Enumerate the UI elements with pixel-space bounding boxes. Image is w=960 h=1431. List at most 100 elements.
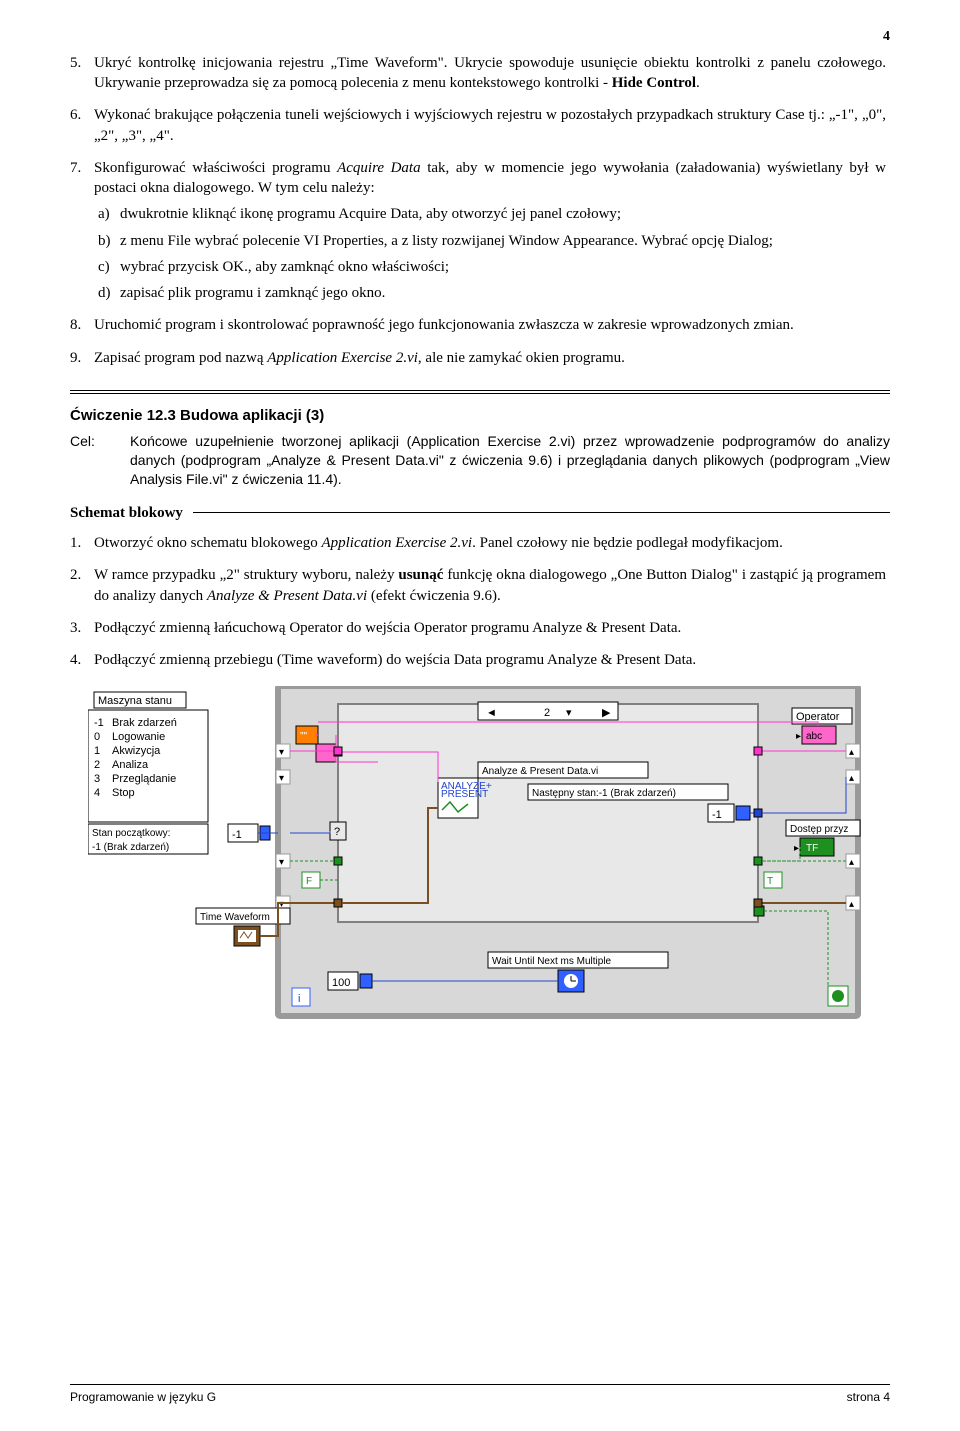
svg-text:3: 3 [94, 773, 100, 785]
list-item: 6.Wykonać brakujące połączenia tuneli we… [70, 105, 890, 146]
svg-text:i: i [298, 993, 300, 1005]
item-text: Skonfigurować właściwości programu Acqui… [94, 158, 886, 199]
item-number: b) [98, 231, 120, 251]
svg-text:4: 4 [94, 787, 100, 799]
item-number: a) [98, 204, 120, 224]
item-text: zapisać plik programu i zamknąć jego okn… [120, 283, 886, 303]
page-footer: Programowanie w języku G strona 4 [70, 1384, 890, 1405]
svg-text:▴: ▴ [849, 773, 854, 784]
svg-text:▶: ▶ [602, 707, 611, 719]
item-number: c) [98, 257, 120, 277]
list-item: 5.Ukryć kontrolkę inicjowania rejestru „… [70, 53, 890, 94]
svg-text:-1 (Brak zdarzeń): -1 (Brak zdarzeń) [92, 842, 169, 853]
svg-text:Następny stan:-1 (Brak zdarzeń: Następny stan:-1 (Brak zdarzeń) [532, 788, 676, 799]
list-item: 4.Podłączyć zmienną przebiegu (Time wave… [70, 650, 890, 670]
svg-text:▸: ▸ [796, 731, 801, 742]
svg-text:-1: -1 [94, 717, 104, 729]
svg-text:TF: TF [806, 843, 818, 854]
item-text: Podłączyć zmienną przebiegu (Time wavefo… [94, 650, 886, 670]
item-number: 1. [70, 533, 94, 553]
section-heading: Schemat blokowy [70, 503, 183, 523]
footer-right: strona 4 [847, 1389, 890, 1405]
item-text: z menu File wybrać polecenie VI Properti… [120, 231, 886, 251]
svg-text:Dostęp przyz: Dostęp przyz [790, 824, 848, 835]
item-number: 6. [70, 105, 94, 125]
item-text: dwukrotnie kliknąć ikonę programu Acquir… [120, 204, 886, 224]
svg-text:-1: -1 [712, 809, 722, 821]
item-number: 4. [70, 650, 94, 670]
svg-text:2: 2 [94, 759, 100, 771]
item-text: Podłączyć zmienną łańcuchową Operator do… [94, 618, 886, 638]
svg-text:-1: -1 [232, 829, 242, 841]
svg-text:F: F [306, 876, 312, 887]
list-item: 1.Otworzyć okno schematu blokowego Appli… [70, 533, 890, 553]
svg-text:▾: ▾ [279, 857, 284, 868]
svg-text:Przeglądanie: Przeglądanie [112, 773, 176, 785]
goal-row: Cel: Końcowe uzupełnienie tworzonej apli… [70, 432, 890, 489]
item-number: d) [98, 283, 120, 303]
instruction-list-1: 5.Ukryć kontrolkę inicjowania rejestru „… [70, 53, 890, 368]
svg-text:Analiza: Analiza [112, 759, 149, 771]
item-number: 5. [70, 53, 94, 73]
svg-text:2: 2 [544, 707, 550, 719]
list-item: 2.W ramce przypadku „2" struktury wyboru… [70, 565, 890, 606]
divider-bottom [70, 393, 890, 394]
svg-text:0: 0 [94, 731, 100, 743]
item-text: Zapisać program pod nazwą Application Ex… [94, 348, 886, 368]
svg-text:Wait Until Next ms Multiple: Wait Until Next ms Multiple [492, 956, 612, 967]
sub-list: a)dwukrotnie kliknąć ikonę programu Acqu… [98, 204, 890, 303]
list-item: a)dwukrotnie kliknąć ikonę programu Acqu… [98, 204, 890, 224]
item-text: Ukryć kontrolkę inicjowania rejestru „Ti… [94, 53, 886, 94]
list-item: c)wybrać przycisk OK., aby zamknąć okno … [98, 257, 890, 277]
svg-text:?: ? [334, 826, 340, 838]
labview-diagram: Maszyna stanu-1Brak zdarzeń0Logowanie1Ak… [88, 686, 890, 1026]
list-item: b)z menu File wybrać polecenie VI Proper… [98, 231, 890, 251]
svg-text:▾: ▾ [279, 773, 284, 784]
svg-text:Akwizycja: Akwizycja [112, 745, 161, 757]
divider-top [70, 390, 890, 391]
svg-text:100: 100 [332, 977, 350, 989]
item-text: Wykonać brakujące połączenia tuneli wejś… [94, 105, 886, 146]
svg-text:"": "" [300, 731, 308, 742]
list-item: 3.Podłączyć zmienną łańcuchową Operator … [70, 618, 890, 638]
svg-text:T: T [767, 876, 773, 887]
svg-text:Stop: Stop [112, 787, 135, 799]
svg-text:◄: ◄ [486, 707, 497, 719]
svg-text:Maszyna stanu: Maszyna stanu [98, 695, 172, 707]
svg-text:PRESENT: PRESENT [441, 789, 488, 800]
svg-text:▸: ▸ [794, 843, 799, 854]
goal-body: Końcowe uzupełnienie tworzonej aplikacji… [130, 432, 890, 489]
list-item: 8.Uruchomić program i skontrolować popra… [70, 315, 890, 335]
instruction-list-2: 1.Otworzyć okno schematu blokowego Appli… [70, 533, 890, 670]
svg-text:Analyze & Present Data.vi: Analyze & Present Data.vi [482, 766, 598, 777]
list-item: 9.Zapisać program pod nazwą Application … [70, 348, 890, 368]
section-heading-row: Schemat blokowy [70, 503, 890, 523]
list-item: d)zapisać plik programu i zamknąć jego o… [98, 283, 890, 303]
svg-text:▴: ▴ [849, 747, 854, 758]
svg-text:Operator: Operator [796, 711, 840, 723]
svg-text:▾: ▾ [279, 747, 284, 758]
item-text: wybrać przycisk OK., aby zamknąć okno wł… [120, 257, 886, 277]
svg-text:Brak zdarzeń: Brak zdarzeń [112, 717, 177, 729]
item-text: Uruchomić program i skontrolować poprawn… [94, 315, 886, 335]
svg-text:▾: ▾ [566, 707, 572, 719]
item-number: 9. [70, 348, 94, 368]
svg-text:1: 1 [94, 745, 100, 757]
item-number: 3. [70, 618, 94, 638]
svg-text:▴: ▴ [849, 857, 854, 868]
svg-text:abc: abc [806, 731, 822, 742]
section-heading-line [193, 512, 890, 513]
exercise-title: Ćwiczenie 12.3 Budowa aplikacji (3) [70, 406, 890, 426]
item-number: 7. [70, 158, 94, 178]
page-number-top: 4 [70, 28, 890, 47]
svg-text:▴: ▴ [849, 899, 854, 910]
item-number: 8. [70, 315, 94, 335]
svg-text:Stan początkowy:: Stan początkowy: [92, 828, 170, 839]
item-text: W ramce przypadku „2" struktury wyboru, … [94, 565, 886, 606]
list-item: 7.Skonfigurować właściwości programu Acq… [70, 158, 890, 304]
goal-label: Cel: [70, 432, 110, 489]
footer-left: Programowanie w języku G [70, 1389, 216, 1405]
item-text: Otworzyć okno schematu blokowego Applica… [94, 533, 886, 553]
svg-text:Time Waveform: Time Waveform [200, 912, 270, 923]
item-number: 2. [70, 565, 94, 585]
